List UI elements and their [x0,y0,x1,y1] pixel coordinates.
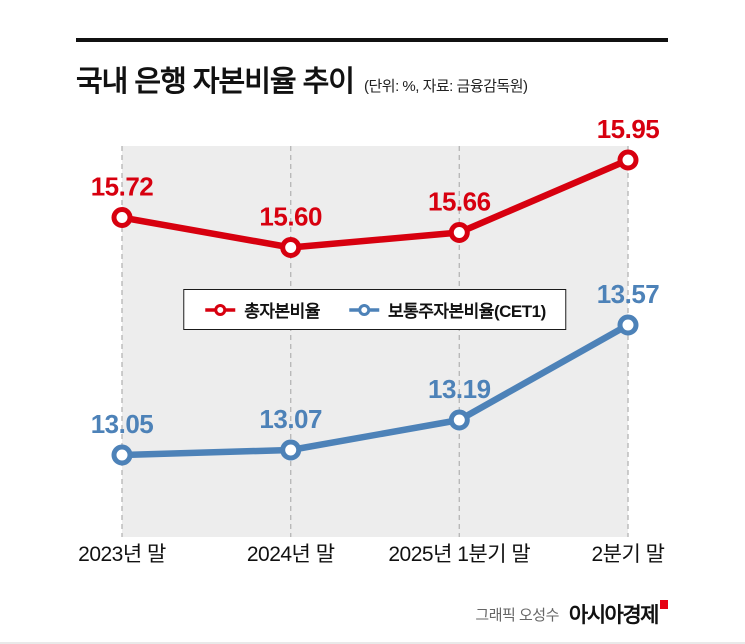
series-line [118,156,632,251]
legend-item: 보통주자본비율(CET1) [348,297,546,322]
data-point-marker [448,222,470,243]
chart-header: 국내 은행 자본비율 추이 (단위: %, 자료: 금융감독원) [76,58,528,100]
chart-subtitle: (단위: %, 자료: 금융감독원) [363,78,528,95]
value-label: 13.57 [597,279,660,309]
chart-legend: 총자본비율 보통주자본비율(CET1) [183,289,567,330]
data-point-marker [280,439,302,461]
brand-logo: 아시아경제 [569,599,668,629]
legend-marker-icon [348,303,379,316]
x-axis-label: 2024년 말 [247,543,335,566]
legend-marker-icon [205,303,236,316]
data-point-marker [111,444,133,466]
legend-label: 총자본비율 [244,302,320,321]
value-label: 15.95 [597,114,660,144]
chart-title: 국내 은행 자본비율 추이 [76,66,355,98]
data-point-marker [280,237,302,258]
data-point-marker [617,314,639,336]
value-label: 13.05 [91,409,154,439]
footer-credit: 그래픽 오성수 아시아경제 [475,599,668,629]
value-label: 13.19 [428,374,491,404]
value-label: 13.07 [259,404,322,434]
value-label: 15.66 [428,187,491,217]
x-axis-label: 2025년 1분기 말 [388,543,530,566]
brand-mark-icon [660,600,668,609]
x-axis-label: 2023년 말 [78,543,166,566]
value-label: 15.60 [259,202,322,232]
brand-name: 아시아경제 [568,604,660,627]
data-point-marker [617,149,639,171]
bottom-edge-rule [0,642,745,644]
legend-item: 총자본비율 [204,297,320,322]
plot-background [122,146,628,537]
data-point-marker [448,409,470,431]
series-line [118,321,632,459]
value-label: 15.72 [91,172,154,202]
data-point-marker [111,207,133,228]
top-rule [76,38,668,42]
legend-label: 보통주자본비율(CET1) [387,302,546,321]
x-axis-label: 2분기 말 [592,543,665,566]
credit-text: 그래픽 오성수 [475,606,559,624]
